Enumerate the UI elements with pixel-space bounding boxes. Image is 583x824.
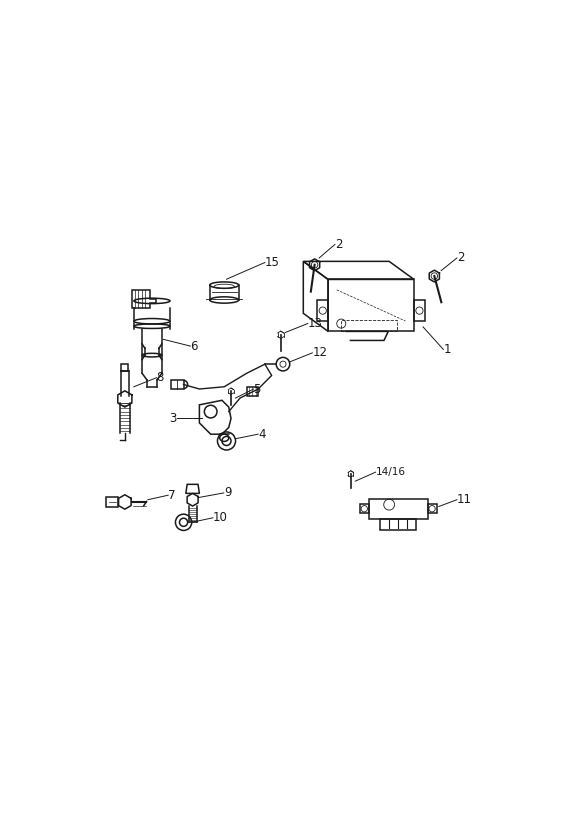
Text: 13: 13 xyxy=(308,317,323,330)
Text: 2: 2 xyxy=(335,238,342,251)
Text: 6: 6 xyxy=(191,339,198,353)
Text: 2: 2 xyxy=(457,251,465,265)
Text: 10: 10 xyxy=(213,511,228,524)
Text: 12: 12 xyxy=(312,346,327,359)
Text: 9: 9 xyxy=(224,486,231,499)
Text: 14/16: 14/16 xyxy=(375,467,406,477)
Text: 4: 4 xyxy=(258,428,266,441)
Text: 7: 7 xyxy=(168,489,175,502)
Text: 1: 1 xyxy=(444,343,451,356)
Text: 8: 8 xyxy=(156,372,164,384)
Text: 3: 3 xyxy=(170,412,177,425)
Text: 5: 5 xyxy=(254,382,261,396)
Text: 11: 11 xyxy=(457,494,472,506)
Text: 15: 15 xyxy=(265,256,280,269)
